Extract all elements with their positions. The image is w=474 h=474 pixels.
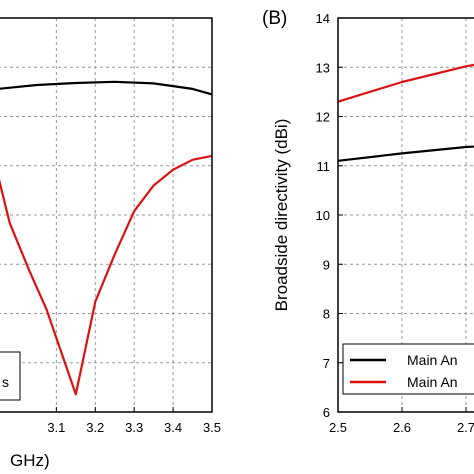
panel-a-x-tick-label: 3.2 xyxy=(86,420,104,435)
panel-b-y-tick-label: 7 xyxy=(323,356,330,371)
panel-b-legend-label: Main An xyxy=(407,374,458,390)
panel-b-series-line-2 xyxy=(338,63,474,103)
panel-b-y-tick-label: 10 xyxy=(316,208,330,223)
panel-a-x-tick-label: 3.1 xyxy=(47,420,65,435)
panel-b-x-tick-label: 2.7 xyxy=(457,420,474,435)
panel-b-label: (B) xyxy=(262,8,287,29)
panel-a-series xyxy=(0,80,212,396)
panel-b-series xyxy=(338,63,474,162)
panel-b-series-line-1 xyxy=(338,145,474,162)
panel-a-legend-text: s xyxy=(2,374,9,390)
panel-b: (B) Broadside directivity (dBi) 6 7 8 9 10 11… xyxy=(262,8,474,435)
panel-a-series-line-2 xyxy=(0,154,212,396)
panel-a-x-tick-label: 3.3 xyxy=(125,420,143,435)
panel-b-y-ticks: 6 7 8 9 10 11 12 13 14 xyxy=(316,11,343,420)
panel-b-y-tick-label: 14 xyxy=(316,11,330,26)
panel-b-y-tick-label: 11 xyxy=(317,159,331,174)
panel-b-legend: Main An Main An xyxy=(342,343,474,395)
panel-b-y-tick-label: 8 xyxy=(323,307,330,322)
panel-a-x-tick-label: 3.5 xyxy=(203,420,221,435)
panel-b-y-tick-label: 13 xyxy=(316,60,330,75)
panel-a-x-ticks: 3.1 3.2 3.3 3.4 3.5 xyxy=(47,407,221,435)
panel-a-x-tick-label: 3.4 xyxy=(164,420,182,435)
panel-b-legend-box xyxy=(342,343,474,395)
panel-b-y-tick-label: 12 xyxy=(316,110,330,125)
panel-b-y-axis-label: Broadside directivity (dBi) xyxy=(272,119,291,312)
panel-a-frame xyxy=(0,17,213,413)
panel-a-x-axis-label: GHz) xyxy=(10,451,50,470)
panel-b-x-tick-label: 2.6 xyxy=(393,420,411,435)
panel-b-y-tick-label: 9 xyxy=(323,257,330,272)
panel-a-series-line-1 xyxy=(0,80,212,96)
panel-a-legend: s xyxy=(0,351,21,401)
panel-b-legend-label: Main An xyxy=(407,352,458,368)
panel-b-x-tick-label: 2.5 xyxy=(329,420,347,435)
panel-a-grid xyxy=(0,18,212,412)
panel-a-legend-box xyxy=(0,351,21,401)
panel-a: 3.1 3.2 3.3 3.4 3.5 GHz) s xyxy=(0,17,221,470)
panel-b-y-tick-label: 6 xyxy=(323,405,330,420)
panel-b-x-ticks: 2.5 2.6 2.7 xyxy=(329,407,474,435)
